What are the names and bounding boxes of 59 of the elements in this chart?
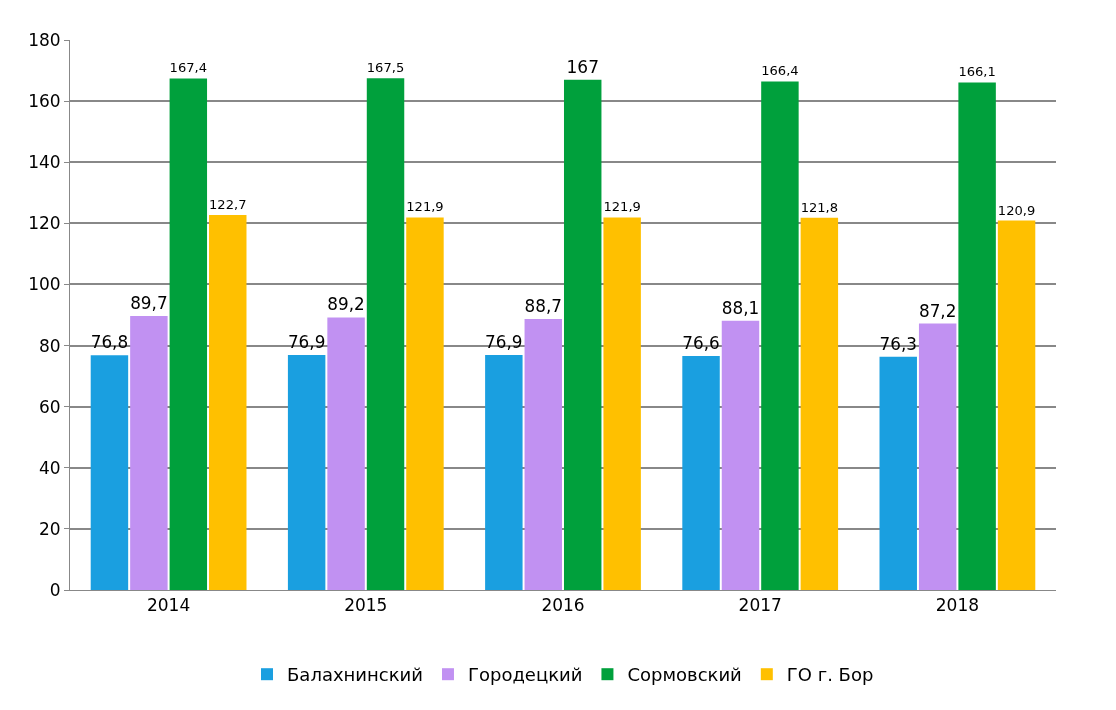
y-tick-label: 60 — [38, 396, 61, 417]
x-tick-label: 2014 — [146, 595, 191, 616]
x-tick-label: 2017 — [738, 595, 782, 616]
data-label: 167,5 — [366, 60, 405, 76]
y-tick-label: 80 — [38, 335, 61, 356]
bar — [366, 78, 405, 590]
y-tick-label: 40 — [38, 457, 61, 478]
bar — [406, 217, 444, 590]
data-label: 76,9 — [287, 332, 326, 353]
bar — [918, 323, 957, 590]
data-label: 76,3 — [879, 333, 917, 354]
x-tick-label: 2016 — [541, 595, 585, 616]
bar — [287, 355, 326, 590]
data-label: 121,8 — [800, 199, 839, 215]
legend-label: Балахнинский — [287, 664, 423, 686]
bar — [879, 356, 917, 590]
y-tick-label: 140 — [28, 152, 61, 173]
data-label: 88,1 — [721, 297, 760, 318]
bar — [485, 355, 523, 590]
legend-label: Городецкий — [467, 664, 583, 686]
bar — [958, 82, 996, 590]
bar — [603, 217, 641, 590]
bar — [721, 320, 760, 590]
data-label: 121,9 — [406, 199, 444, 215]
data-label: 167 — [566, 56, 599, 77]
y-tick-label: 160 — [28, 91, 61, 112]
data-label: 76,6 — [682, 332, 720, 353]
data-label: 120,9 — [997, 202, 1036, 218]
y-tick-label: 20 — [38, 518, 61, 539]
x-tick-label: 2018 — [935, 595, 980, 616]
bar — [524, 318, 563, 590]
y-tick-label: 180 — [28, 29, 61, 50]
data-label: 166,4 — [761, 63, 799, 79]
bar — [90, 355, 129, 590]
data-label: 87,2 — [918, 300, 957, 321]
bar — [800, 217, 839, 590]
legend-label: Сормовский — [627, 664, 742, 686]
bar — [327, 317, 365, 590]
legend-label: ГО г. Бор — [786, 664, 874, 686]
bar — [209, 215, 247, 590]
y-tick-label: 0 — [49, 579, 61, 600]
bar — [563, 79, 602, 590]
data-label: 121,9 — [603, 199, 641, 215]
y-tick-label: 120 — [28, 213, 61, 234]
data-label: 89,2 — [327, 294, 365, 315]
data-label: 76,8 — [90, 332, 129, 353]
data-label: 76,9 — [485, 332, 523, 353]
data-label: 166,1 — [958, 64, 996, 80]
data-label: 88,7 — [524, 296, 562, 317]
bar — [130, 315, 168, 590]
bar — [169, 78, 208, 590]
bar — [682, 355, 720, 590]
data-label: 89,7 — [130, 292, 168, 313]
data-label: 167,4 — [169, 60, 208, 76]
bar — [997, 220, 1036, 590]
data-label: 122,7 — [209, 197, 247, 212]
x-tick-label: 2015 — [344, 595, 388, 616]
y-tick-label: 100 — [28, 274, 61, 295]
bar — [761, 81, 799, 590]
